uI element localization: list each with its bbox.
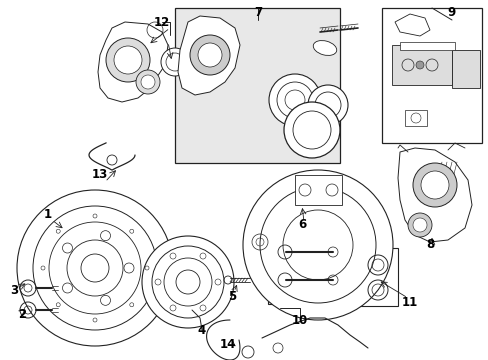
Bar xyxy=(451,50,479,88)
Circle shape xyxy=(142,236,234,328)
Polygon shape xyxy=(294,175,341,205)
Polygon shape xyxy=(397,148,471,242)
Text: 1: 1 xyxy=(44,208,52,221)
Text: 4: 4 xyxy=(198,324,206,337)
Circle shape xyxy=(190,35,229,75)
Circle shape xyxy=(198,43,222,67)
Circle shape xyxy=(114,46,142,74)
Circle shape xyxy=(307,85,347,125)
Polygon shape xyxy=(98,22,168,102)
Bar xyxy=(404,110,426,126)
Circle shape xyxy=(420,171,448,199)
Text: 8: 8 xyxy=(425,238,433,252)
Circle shape xyxy=(17,190,173,346)
Text: 2: 2 xyxy=(18,309,26,321)
Circle shape xyxy=(268,74,320,126)
Circle shape xyxy=(415,61,423,69)
Bar xyxy=(391,45,451,85)
Circle shape xyxy=(412,218,426,232)
Polygon shape xyxy=(394,14,429,36)
Bar xyxy=(175,8,339,163)
Circle shape xyxy=(407,213,431,237)
Circle shape xyxy=(136,70,160,94)
Bar xyxy=(381,8,481,143)
Text: 3: 3 xyxy=(10,284,18,297)
Circle shape xyxy=(284,102,339,158)
Circle shape xyxy=(106,38,150,82)
Text: 12: 12 xyxy=(154,15,170,28)
Bar xyxy=(399,42,454,50)
Text: 11: 11 xyxy=(401,296,417,309)
Bar xyxy=(355,248,397,306)
Bar xyxy=(267,232,346,304)
Circle shape xyxy=(412,163,456,207)
Text: 10: 10 xyxy=(291,314,307,327)
Circle shape xyxy=(161,48,189,76)
Circle shape xyxy=(243,170,392,320)
Text: 13: 13 xyxy=(92,168,108,181)
Text: 7: 7 xyxy=(253,5,262,18)
Circle shape xyxy=(141,75,155,89)
Text: 5: 5 xyxy=(227,289,236,302)
Ellipse shape xyxy=(313,41,336,55)
Polygon shape xyxy=(178,16,240,95)
Text: 14: 14 xyxy=(220,338,236,351)
Text: 9: 9 xyxy=(447,5,455,18)
Text: 6: 6 xyxy=(297,219,305,231)
